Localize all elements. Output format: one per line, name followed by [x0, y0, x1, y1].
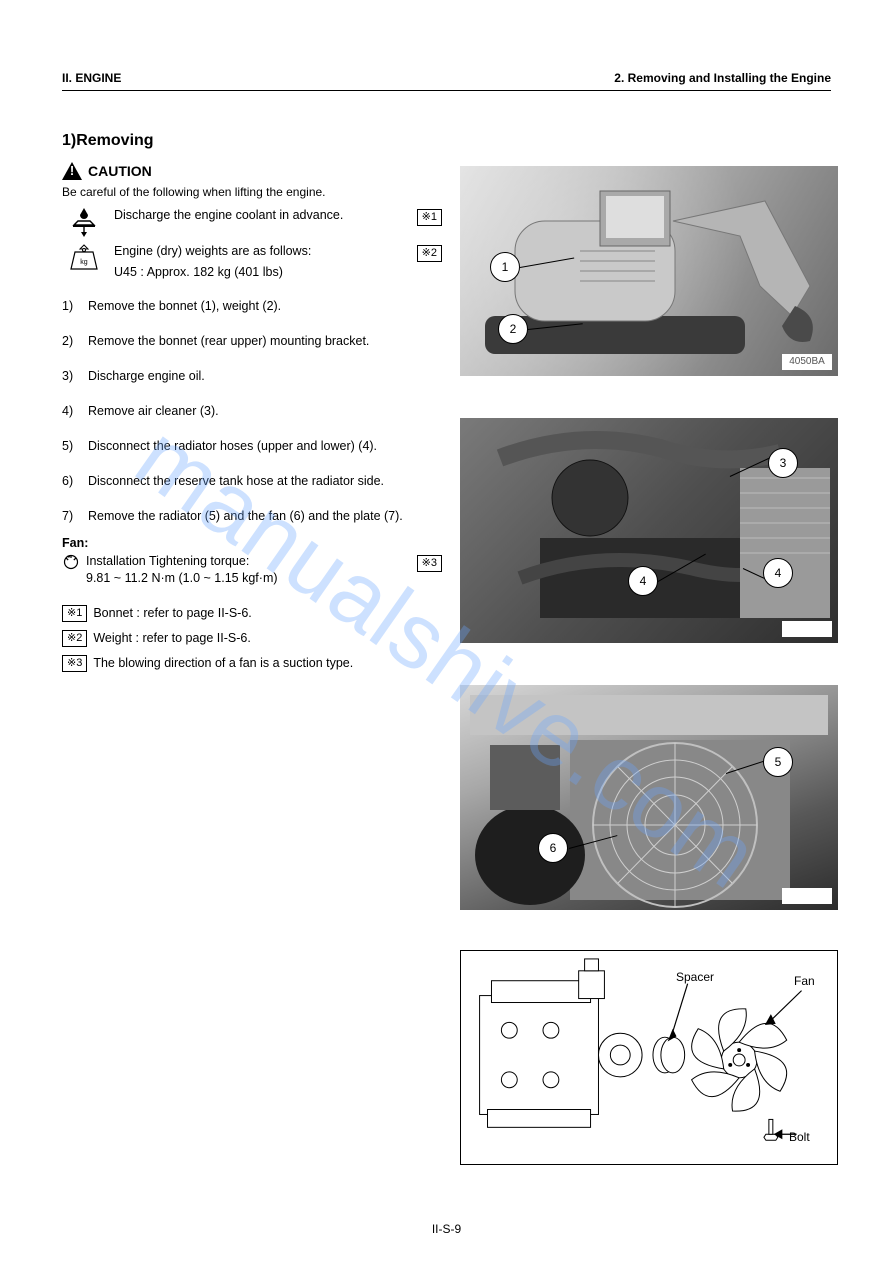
step-5: 5) Disconnect the radiator hoses (upper …	[62, 438, 442, 455]
footnote-ref-2: ※2	[417, 245, 442, 262]
footnote-2: ※2 Weight : refer to page II-S-6.	[62, 630, 442, 647]
left-column: 1)Removing ! CAUTION Be careful of the f…	[62, 130, 442, 672]
torque-icon	[62, 553, 80, 571]
header-right: 2. Removing and Installing the Engine	[614, 70, 831, 86]
step-3: 3) Discharge engine oil.	[62, 368, 442, 385]
weight-model: U45	[114, 265, 137, 279]
footnote-1: ※1 Bonnet : refer to page II-S-6.	[62, 605, 442, 622]
drain-icon	[70, 207, 98, 237]
weight-value: Approx. 182 kg (401 lbs)	[147, 265, 283, 279]
step-4: 4) Remove air cleaner (3).	[62, 403, 442, 420]
warning-icon: !	[62, 162, 82, 180]
callout-1: 1	[490, 252, 520, 282]
caution-label: CAUTION	[88, 162, 152, 181]
figure-caption: 4050BA	[782, 354, 832, 370]
header-left: II. ENGINE	[62, 70, 121, 86]
caution-heading: ! CAUTION	[62, 162, 442, 181]
footnote-3: ※3 The blowing direction of a fan is a s…	[62, 655, 442, 672]
caution-body: Be careful of the following when lifting…	[62, 184, 442, 200]
label-fan: Fan	[794, 973, 815, 989]
step-7: 7) Remove the radiator (5) and the fan (…	[62, 508, 442, 525]
figure-1: 1 2 4050BA	[460, 166, 838, 376]
step-2: 2) Remove the bonnet (rear upper) mounti…	[62, 333, 442, 350]
header-rule	[62, 90, 831, 91]
page-number: II-S-9	[0, 1221, 893, 1237]
torque-label: Installation Tightening torque:	[86, 554, 249, 568]
svg-text:kg: kg	[80, 259, 88, 266]
weight-text: Engine (dry) weights are as follows: U45…	[114, 243, 388, 281]
weight-icon: kg	[66, 243, 102, 273]
callout-3: 3	[768, 448, 798, 478]
coolant-note: Discharge the engine coolant in advance.	[114, 207, 388, 224]
fan-label: Fan:	[62, 535, 88, 552]
callout-4a: 4	[628, 566, 658, 596]
callout-5: 5	[763, 747, 793, 777]
fan-spec: Fan:	[62, 535, 442, 552]
footnote-ref-1: ※1	[417, 209, 442, 226]
callout-6: 6	[538, 833, 568, 863]
figure-diagram: Spacer Fan Bolt	[460, 950, 838, 1165]
document-page: II. ENGINE 2. Removing and Installing th…	[0, 0, 893, 1263]
figure-caption	[782, 888, 832, 904]
callout-2: 2	[498, 314, 528, 344]
figure-2: 3 4 4	[460, 418, 838, 643]
footnote-ref-3: ※3	[417, 555, 442, 572]
page-header: II. ENGINE 2. Removing and Installing th…	[62, 70, 831, 86]
weight-row: kg Engine (dry) weights are as follows: …	[62, 243, 442, 281]
callout-4b: 4	[763, 558, 793, 588]
step-6: 6) Disconnect the reserve tank hose at t…	[62, 473, 442, 490]
torque-value: 9.81 ~ 11.2 N·m (1.0 ~ 1.15 kgf·m)	[86, 571, 278, 585]
section-title: 1)Removing	[62, 130, 442, 152]
coolant-note-row: Discharge the engine coolant in advance.…	[62, 207, 442, 237]
figure-3: 5 6	[460, 685, 838, 910]
weight-intro: Engine (dry) weights are as follows:	[114, 244, 311, 258]
label-bolt: Bolt	[789, 1129, 810, 1145]
label-spacer: Spacer	[676, 969, 714, 985]
figure-caption	[782, 621, 832, 637]
step-1: 1) Remove the bonnet (1), weight (2).	[62, 298, 442, 315]
